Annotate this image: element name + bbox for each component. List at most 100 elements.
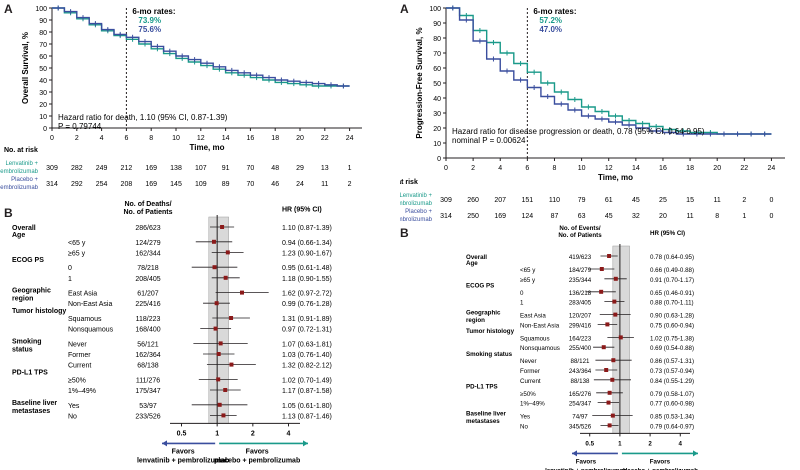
subgroup-section-title: ECOG PS	[466, 283, 494, 290]
risk-count: 282	[71, 165, 83, 172]
hr-point	[599, 289, 604, 294]
subgroup-label: Never	[520, 358, 537, 365]
x-tick-label: 8	[553, 165, 557, 172]
subgroup-counts: 345/526	[569, 423, 592, 430]
risk-count: 110	[549, 197, 560, 204]
subgroup-hr-text: 0.86 (0.57-1.31)	[650, 358, 694, 365]
y-tick-label: 90	[433, 21, 441, 28]
subgroup-label: ≥65 y	[68, 250, 86, 257]
y-tick-label: 90	[39, 18, 47, 25]
subgroup-counts: 235/344	[569, 277, 592, 284]
risk-count: 24	[296, 181, 304, 188]
subgroup-hr-text: 0.91 (0.70-1.17)	[650, 277, 694, 284]
subgroup-section-title: region	[12, 296, 33, 303]
hr-point	[220, 225, 225, 229]
subgroup-label: Yes	[520, 414, 530, 421]
x-tick-label: 22	[740, 165, 748, 172]
favors-right-line1: Favors	[246, 448, 269, 455]
subgroup-label: 1	[68, 276, 72, 283]
subgroup-label: Squamous	[520, 335, 550, 342]
subgroup-hr-text: 1.10 (0.87-1.39)	[282, 225, 332, 232]
favors-right-line1: Favors	[650, 458, 671, 465]
x-tick-label: 24	[768, 165, 776, 172]
risk-table-title: No. at risk	[400, 179, 418, 186]
subgroup-hr-text: 1.62 (0.97-2.72)	[282, 291, 332, 298]
forest-tick-label: 0.5	[177, 430, 187, 437]
subgroup-label: ≥65 y	[520, 277, 536, 284]
lenvatinib-6mo-rate: 73.9%	[138, 16, 161, 25]
risk-table-title: No. at risk	[4, 147, 38, 154]
hazard-ratio-text: Hazard ratio for death, 1.10 (95% CI, 0.…	[58, 113, 228, 122]
x-tick-label: 18	[271, 135, 279, 142]
x-tick-label: 10	[172, 135, 180, 142]
hr-header: HR (95% CI)	[650, 230, 685, 237]
overall-ci-band	[208, 216, 229, 424]
subgroup-label: Former	[520, 368, 540, 375]
subgroup-section-title: Overall	[466, 254, 487, 261]
risk-count: 11	[714, 197, 721, 204]
risk-count: 0	[769, 197, 773, 204]
forest-tick-label: 0.5	[585, 440, 594, 447]
subgroup-counts: 118/223	[136, 316, 161, 323]
six-month-rates-title: 6-mo rates:	[533, 7, 576, 16]
risk-count: 0	[769, 213, 773, 220]
subgroup-counts: 255/400	[569, 345, 592, 352]
panel-label-os: A	[4, 2, 13, 16]
panel-label-pfs: A	[400, 2, 409, 16]
panel-label-os-forest: B	[4, 206, 13, 220]
subgroup-hr-text: 0.84 (0.55-1.29)	[650, 378, 694, 385]
hr-point	[229, 316, 234, 320]
favors-left-line1: Favors	[576, 458, 597, 465]
subgroup-hr-text: 1.17 (0.87-1.58)	[282, 388, 332, 395]
hr-point	[610, 377, 615, 382]
subgroup-counts: 283/405	[569, 300, 592, 307]
x-tick-label: 6	[525, 165, 529, 172]
hr-point	[610, 413, 615, 418]
os-forest-plot: No. of Deaths/No. of Patients HR (95% CI)…	[12, 201, 332, 464]
hr-point	[613, 276, 618, 281]
subgroup-counts: 111/276	[136, 377, 160, 384]
x-tick-label: 16	[659, 165, 667, 172]
subgroup-section-title: region	[466, 317, 485, 324]
x-tick-label: 20	[296, 135, 304, 142]
risk-count: 107	[195, 165, 207, 172]
subgroup-counts: 233/526	[135, 413, 160, 420]
risk-count: 260	[467, 197, 479, 204]
forest-tick-label: 2	[251, 430, 255, 437]
count-header-line1: No. of Deaths/	[124, 201, 171, 208]
subgroup-section-title: Tumor histology	[466, 328, 515, 335]
subgroup-counts: 78/218	[137, 265, 159, 272]
y-tick-label: 80	[39, 30, 47, 37]
subgroup-hr-text: 0.69 (0.54-0.88)	[650, 345, 694, 352]
hazard-ratio-text: Hazard ratio for disease progression or …	[452, 127, 705, 136]
x-axis-title: Time, mo	[190, 143, 225, 152]
risk-count: 20	[659, 213, 667, 220]
count-header-line2: No. of Patients	[123, 209, 172, 216]
subgroup-counts: 175/347	[135, 388, 160, 395]
subgroup-counts: 88/138	[571, 378, 590, 385]
y-tick-label: 70	[39, 42, 47, 49]
x-tick-label: 14	[632, 165, 640, 172]
hr-point	[607, 390, 612, 395]
favors-left-line1: Favors	[172, 448, 195, 455]
forest-tick-label: 2	[648, 440, 652, 447]
y-tick-label: 20	[433, 126, 441, 133]
hr-point	[611, 358, 616, 363]
hr-point	[223, 275, 228, 280]
hr-point	[239, 290, 244, 295]
subgroup-label: No	[520, 423, 528, 430]
y-tick-label: 100	[35, 6, 47, 13]
hr-point	[212, 265, 217, 270]
y-tick-label: 50	[433, 81, 441, 88]
subgroup-counts: 120/207	[569, 313, 592, 320]
subgroup-counts: 254/347	[569, 401, 592, 408]
risk-row-label: pembrolizumab	[0, 185, 39, 191]
risk-count: 145	[170, 181, 182, 188]
y-tick-label: 40	[433, 96, 441, 103]
subgroup-counts: 53/97	[139, 403, 157, 410]
subgroup-section-title: Smoking status	[466, 351, 513, 358]
subgroup-section-title: PD-L1 TPS	[12, 369, 48, 376]
x-axis-title: Time, mo	[598, 173, 633, 182]
hr-point	[613, 312, 618, 317]
